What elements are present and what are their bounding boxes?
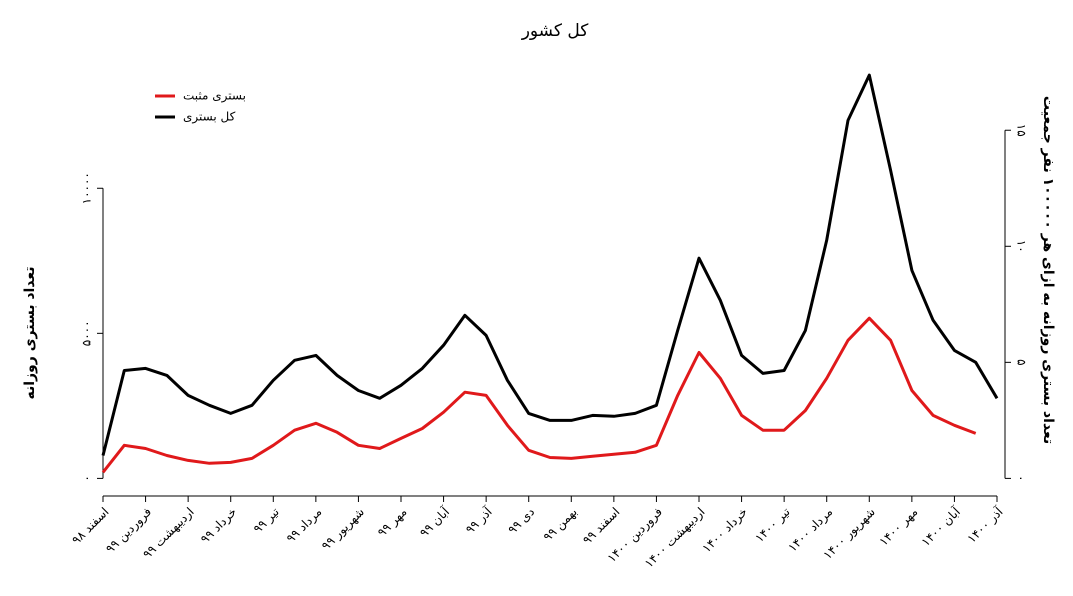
- x-tick-label: اسفند ۹۸: [69, 505, 111, 547]
- x-tick-label: آذر ۱۴۰۰: [964, 504, 1007, 547]
- chart-title: کل کشور: [521, 21, 590, 41]
- x-tick-label: آبان ۹۹: [416, 504, 452, 540]
- x-tick-label: آذر ۹۹: [462, 504, 496, 538]
- y2-axis-label: تعداد بستری روزانه به ازای هر ۱۰۰۰۰۰ نفر…: [1040, 96, 1056, 444]
- y-tick-label: ۵۰۰۰: [80, 320, 94, 346]
- x-tick-label: خرداد ۹۹: [198, 505, 240, 547]
- x-tick-label: تیر ۱۴۰۰: [752, 505, 793, 546]
- legend-label: کل بستری: [183, 110, 236, 125]
- y-tick-label: ۱۰۰۰۰: [80, 172, 94, 204]
- y-axis-label: تعداد بستری روزانه: [22, 266, 38, 399]
- x-tick-label: مرداد ۹۹: [284, 505, 326, 547]
- x-tick-label: خرداد ۱۴۰۰: [699, 505, 750, 556]
- y-tick-label: ۰: [80, 475, 94, 481]
- x-tick-label: دی ۹۹: [505, 505, 537, 537]
- y2-tick-label: ۰: [1015, 475, 1029, 481]
- x-tick-label: مهر ۱۴۰۰: [876, 505, 921, 550]
- series-line: [101, 73, 999, 456]
- y2-tick-label: ۱۵: [1015, 124, 1029, 137]
- x-tick-label: تیر ۹۹: [251, 505, 283, 537]
- x-tick-label: بهمن ۹۹: [541, 505, 581, 545]
- x-tick-label: آبان ۱۴۰۰: [918, 504, 964, 550]
- series-line: [101, 316, 977, 474]
- x-tick-label: شهریور ۹۹: [319, 505, 368, 554]
- legend-label: بستری مثبت: [183, 89, 246, 104]
- x-tick-label: اسفند ۹۹: [580, 505, 622, 547]
- x-tick-label: مهر ۹۹: [375, 505, 411, 541]
- y2-tick-label: ۵: [1015, 359, 1029, 365]
- y2-tick-label: ۱۰: [1015, 240, 1029, 253]
